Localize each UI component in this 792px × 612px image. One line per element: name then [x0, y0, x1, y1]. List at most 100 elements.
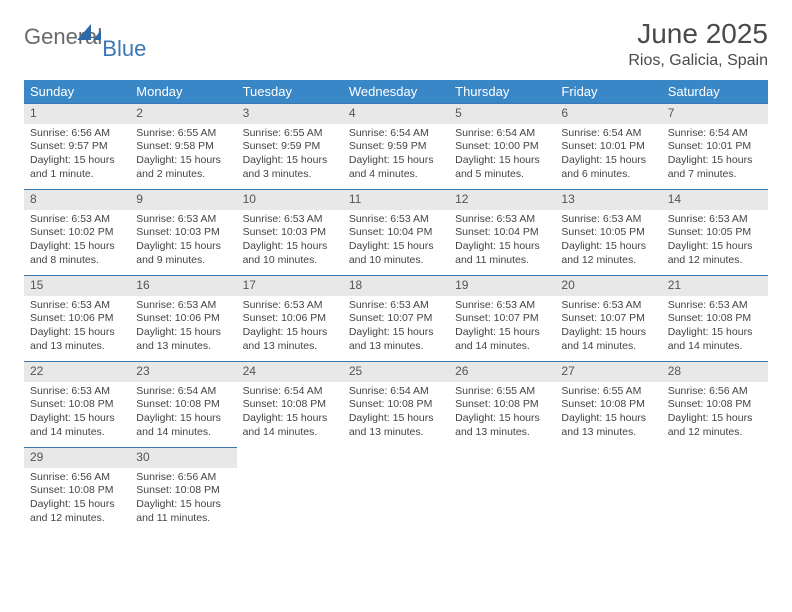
calendar-cell: 22Sunrise: 6:53 AMSunset: 10:08 PMDaylig… [24, 361, 130, 447]
sunrise-line: Sunrise: 6:53 AM [136, 299, 230, 313]
calendar-cell: 28Sunrise: 6:56 AMSunset: 10:08 PMDaylig… [662, 361, 768, 447]
day-number: 11 [343, 189, 449, 210]
header: General Blue June 2025 Rios, Galicia, Sp… [24, 18, 768, 70]
calendar-cell: 24Sunrise: 6:54 AMSunset: 10:08 PMDaylig… [237, 361, 343, 447]
day-number: 27 [555, 361, 661, 382]
day-body: Sunrise: 6:55 AMSunset: 9:59 PMDaylight:… [237, 124, 343, 186]
day-body: Sunrise: 6:55 AMSunset: 9:58 PMDaylight:… [130, 124, 236, 186]
daylight-line: Daylight: 15 hours and 13 minutes. [136, 326, 230, 353]
sunrise-line: Sunrise: 6:55 AM [561, 385, 655, 399]
day-number: 9 [130, 189, 236, 210]
calendar-cell: 9Sunrise: 6:53 AMSunset: 10:03 PMDayligh… [130, 189, 236, 275]
calendar-cell: 27Sunrise: 6:55 AMSunset: 10:08 PMDaylig… [555, 361, 661, 447]
day-number: 30 [130, 447, 236, 468]
sunset-line: Sunset: 10:04 PM [455, 226, 549, 240]
sunrise-line: Sunrise: 6:54 AM [455, 127, 549, 141]
sunrise-line: Sunrise: 6:53 AM [243, 299, 337, 313]
weekday-header: Thursday [449, 80, 555, 103]
sunrise-line: Sunrise: 6:56 AM [30, 471, 124, 485]
sunset-line: Sunset: 10:00 PM [455, 140, 549, 154]
day-number: 4 [343, 103, 449, 124]
day-body: Sunrise: 6:53 AMSunset: 10:07 PMDaylight… [555, 296, 661, 358]
calendar-row: 1Sunrise: 6:56 AMSunset: 9:57 PMDaylight… [24, 103, 768, 189]
sunset-line: Sunset: 10:08 PM [455, 398, 549, 412]
sunset-line: Sunset: 10:01 PM [668, 140, 762, 154]
day-body: Sunrise: 6:53 AMSunset: 10:08 PMDaylight… [662, 296, 768, 358]
day-number: 29 [24, 447, 130, 468]
daylight-line: Daylight: 15 hours and 5 minutes. [455, 154, 549, 181]
sunset-line: Sunset: 10:02 PM [30, 226, 124, 240]
day-number: 6 [555, 103, 661, 124]
day-number: 25 [343, 361, 449, 382]
daylight-line: Daylight: 15 hours and 9 minutes. [136, 240, 230, 267]
calendar-cell: 2Sunrise: 6:55 AMSunset: 9:58 PMDaylight… [130, 103, 236, 189]
title-block: June 2025 Rios, Galicia, Spain [628, 18, 768, 70]
sunrise-line: Sunrise: 6:55 AM [136, 127, 230, 141]
calendar-cell: 16Sunrise: 6:53 AMSunset: 10:06 PMDaylig… [130, 275, 236, 361]
daylight-line: Daylight: 15 hours and 2 minutes. [136, 154, 230, 181]
weekday-header: Monday [130, 80, 236, 103]
daylight-line: Daylight: 15 hours and 4 minutes. [349, 154, 443, 181]
calendar-cell: 30Sunrise: 6:56 AMSunset: 10:08 PMDaylig… [130, 447, 236, 533]
day-number: 28 [662, 361, 768, 382]
day-body: Sunrise: 6:53 AMSunset: 10:05 PMDaylight… [662, 210, 768, 272]
logo: General Blue [24, 18, 176, 50]
day-body: Sunrise: 6:53 AMSunset: 10:07 PMDaylight… [449, 296, 555, 358]
weekday-header: Tuesday [237, 80, 343, 103]
calendar-cell [449, 447, 555, 533]
calendar-row: 8Sunrise: 6:53 AMSunset: 10:02 PMDayligh… [24, 189, 768, 275]
daylight-line: Daylight: 15 hours and 14 minutes. [455, 326, 549, 353]
location: Rios, Galicia, Spain [628, 52, 768, 70]
calendar-cell: 20Sunrise: 6:53 AMSunset: 10:07 PMDaylig… [555, 275, 661, 361]
calendar-body: 1Sunrise: 6:56 AMSunset: 9:57 PMDaylight… [24, 103, 768, 533]
calendar-row: 15Sunrise: 6:53 AMSunset: 10:06 PMDaylig… [24, 275, 768, 361]
sunset-line: Sunset: 10:08 PM [668, 312, 762, 326]
sunset-line: Sunset: 10:07 PM [455, 312, 549, 326]
month-title: June 2025 [628, 18, 768, 50]
calendar-cell: 21Sunrise: 6:53 AMSunset: 10:08 PMDaylig… [662, 275, 768, 361]
sunrise-line: Sunrise: 6:54 AM [136, 385, 230, 399]
day-body: Sunrise: 6:53 AMSunset: 10:02 PMDaylight… [24, 210, 130, 272]
daylight-line: Daylight: 15 hours and 11 minutes. [455, 240, 549, 267]
sunset-line: Sunset: 10:06 PM [30, 312, 124, 326]
day-number: 23 [130, 361, 236, 382]
daylight-line: Daylight: 15 hours and 10 minutes. [243, 240, 337, 267]
calendar-cell: 25Sunrise: 6:54 AMSunset: 10:08 PMDaylig… [343, 361, 449, 447]
sunrise-line: Sunrise: 6:54 AM [561, 127, 655, 141]
calendar-cell [662, 447, 768, 533]
sunset-line: Sunset: 10:08 PM [30, 398, 124, 412]
calendar-header-row: SundayMondayTuesdayWednesdayThursdayFrid… [24, 80, 768, 103]
sunrise-line: Sunrise: 6:53 AM [349, 299, 443, 313]
sunset-line: Sunset: 9:59 PM [243, 140, 337, 154]
calendar-row: 29Sunrise: 6:56 AMSunset: 10:08 PMDaylig… [24, 447, 768, 533]
sunrise-line: Sunrise: 6:53 AM [455, 299, 549, 313]
daylight-line: Daylight: 15 hours and 13 minutes. [455, 412, 549, 439]
calendar-cell: 10Sunrise: 6:53 AMSunset: 10:03 PMDaylig… [237, 189, 343, 275]
day-number: 8 [24, 189, 130, 210]
calendar-cell: 13Sunrise: 6:53 AMSunset: 10:05 PMDaylig… [555, 189, 661, 275]
daylight-line: Daylight: 15 hours and 12 minutes. [668, 240, 762, 267]
daylight-line: Daylight: 15 hours and 13 minutes. [243, 326, 337, 353]
day-body: Sunrise: 6:56 AMSunset: 10:08 PMDaylight… [24, 468, 130, 530]
calendar-cell: 1Sunrise: 6:56 AMSunset: 9:57 PMDaylight… [24, 103, 130, 189]
day-body: Sunrise: 6:56 AMSunset: 10:08 PMDaylight… [662, 382, 768, 444]
day-number: 7 [662, 103, 768, 124]
sunset-line: Sunset: 10:03 PM [243, 226, 337, 240]
sunrise-line: Sunrise: 6:54 AM [668, 127, 762, 141]
calendar-row: 22Sunrise: 6:53 AMSunset: 10:08 PMDaylig… [24, 361, 768, 447]
daylight-line: Daylight: 15 hours and 14 minutes. [136, 412, 230, 439]
day-body: Sunrise: 6:54 AMSunset: 10:01 PMDaylight… [555, 124, 661, 186]
day-number: 14 [662, 189, 768, 210]
day-body: Sunrise: 6:53 AMSunset: 10:06 PMDaylight… [130, 296, 236, 358]
calendar-cell: 18Sunrise: 6:53 AMSunset: 10:07 PMDaylig… [343, 275, 449, 361]
sunset-line: Sunset: 10:07 PM [349, 312, 443, 326]
sunrise-line: Sunrise: 6:53 AM [561, 299, 655, 313]
calendar-cell: 19Sunrise: 6:53 AMSunset: 10:07 PMDaylig… [449, 275, 555, 361]
sunset-line: Sunset: 10:08 PM [136, 484, 230, 498]
weekday-header: Sunday [24, 80, 130, 103]
sunrise-line: Sunrise: 6:54 AM [243, 385, 337, 399]
calendar-cell [343, 447, 449, 533]
day-number: 2 [130, 103, 236, 124]
daylight-line: Daylight: 15 hours and 1 minute. [30, 154, 124, 181]
sunset-line: Sunset: 10:06 PM [136, 312, 230, 326]
